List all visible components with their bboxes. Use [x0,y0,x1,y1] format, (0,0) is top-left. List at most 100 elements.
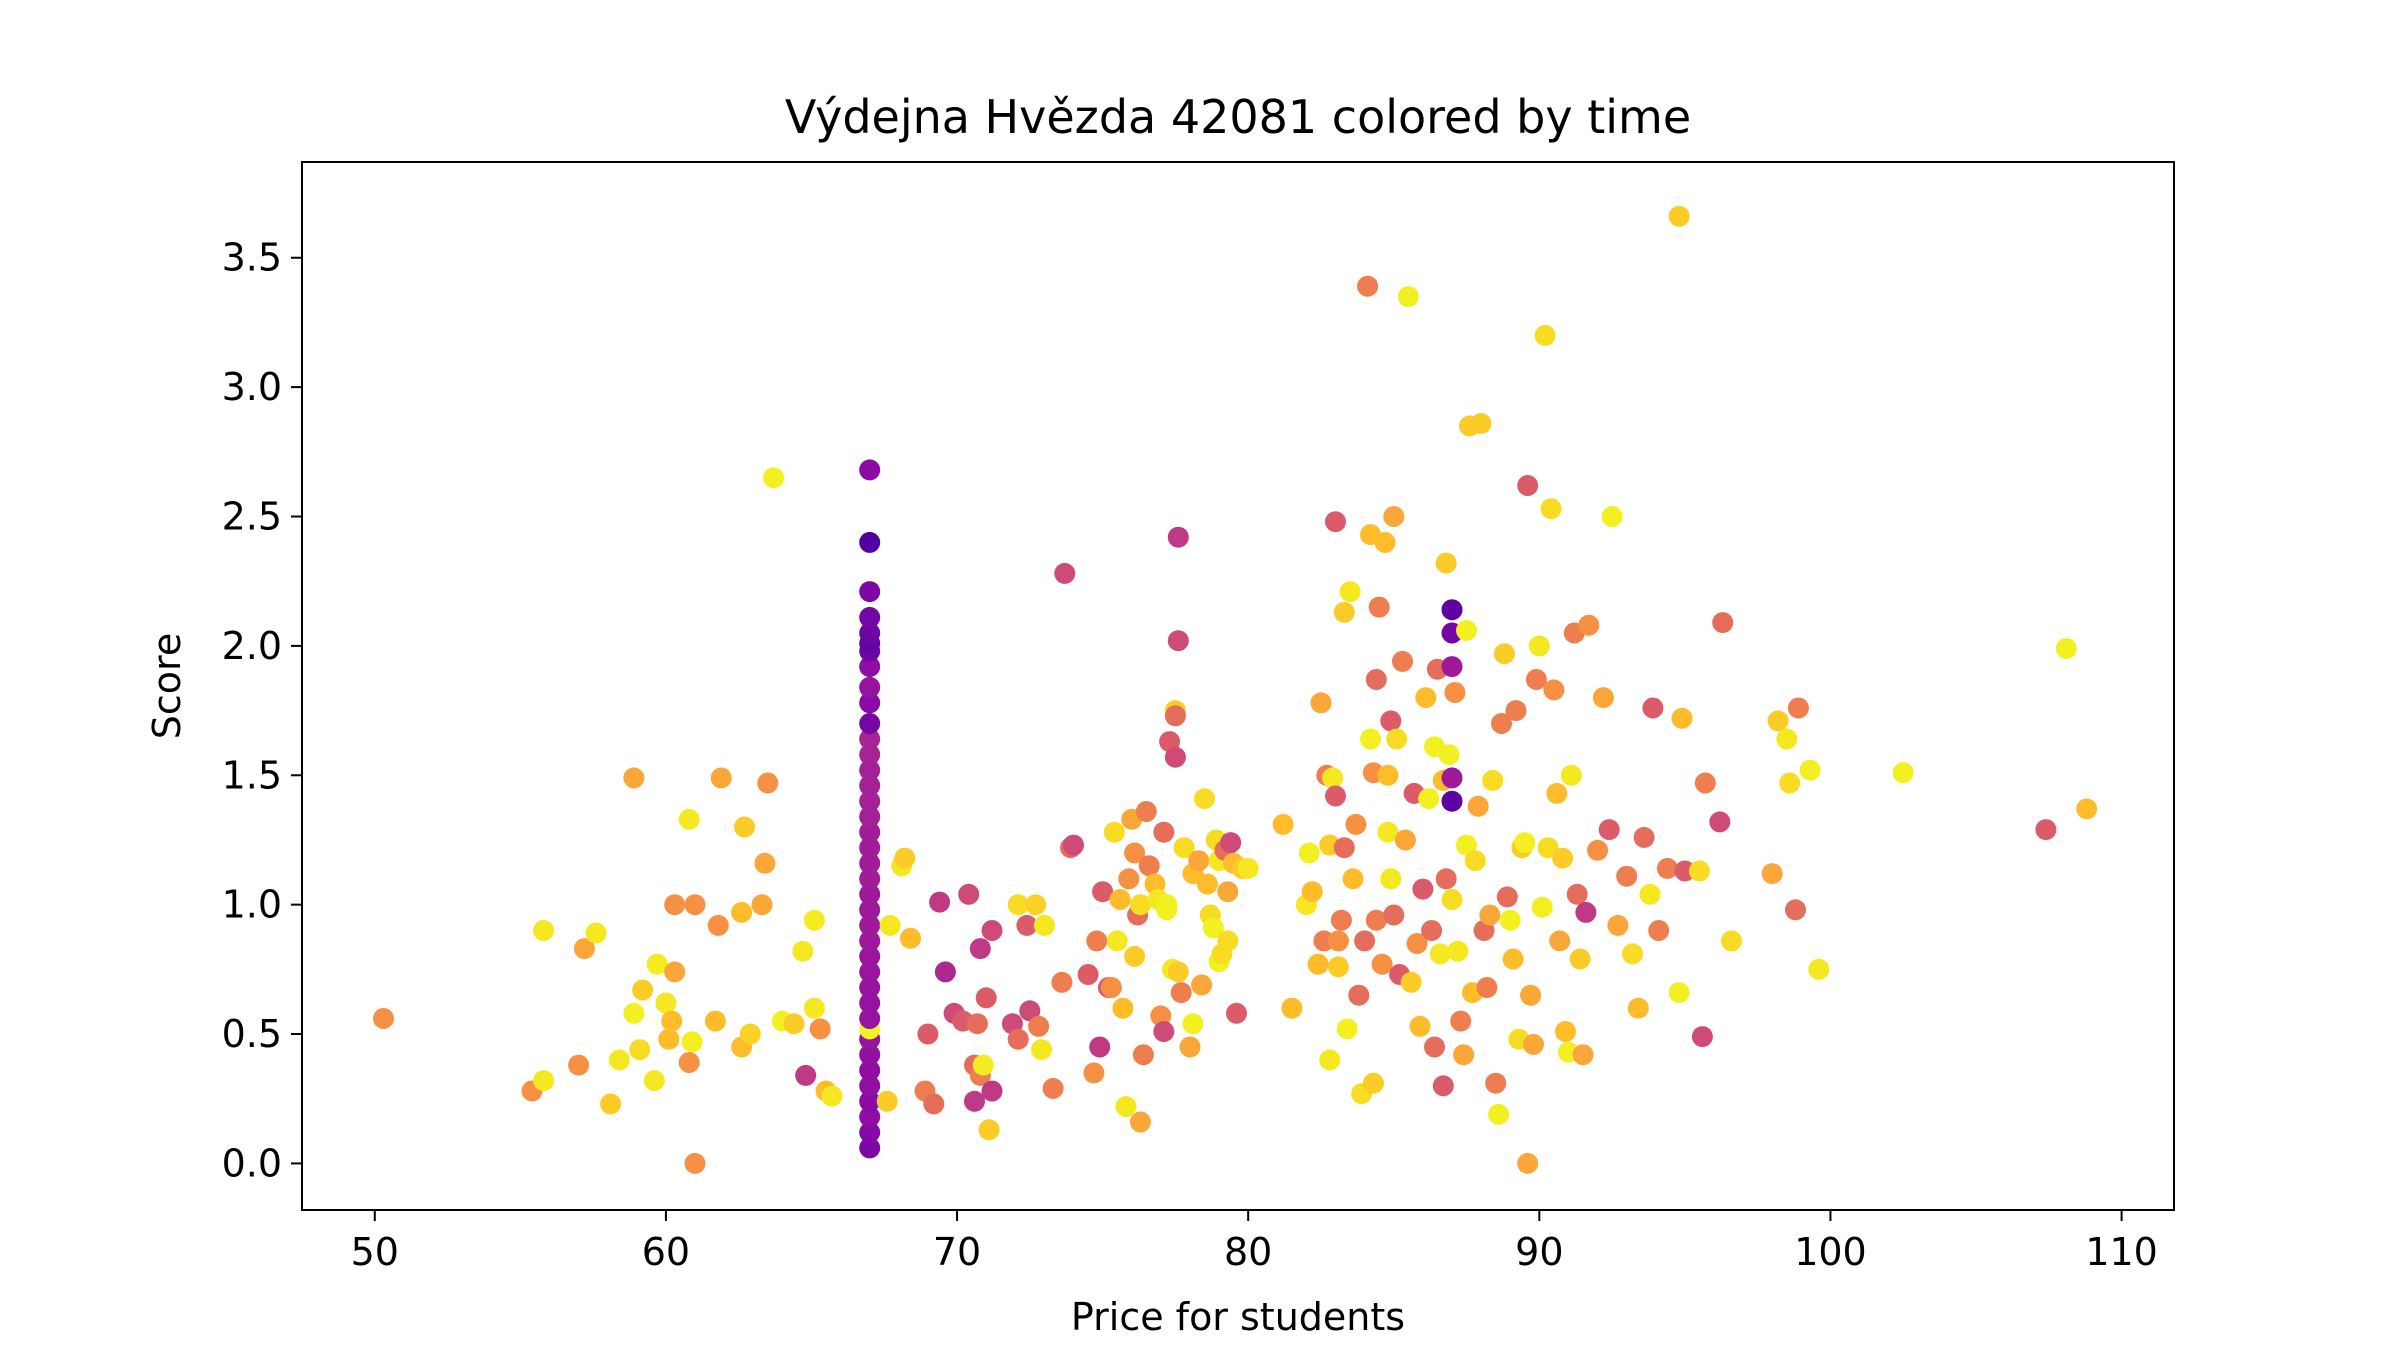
scatter-point [1182,1013,1204,1035]
scatter-point [859,930,881,952]
scatter-point [1051,971,1073,993]
scatter-point [1357,275,1379,297]
scatter-point [1112,997,1134,1019]
scatter-point [1569,948,1591,970]
scatter-point [1523,1033,1544,1055]
scatter-point [1496,886,1518,908]
scatter-point [1674,860,1696,882]
scatter-point [1534,324,1556,346]
scatter-point [2055,638,2077,659]
scatter-point [1616,865,1638,887]
scatter-point [1365,909,1387,931]
scatter-point [1441,889,1463,910]
scatter-point [783,1013,805,1035]
scatter-point [1502,948,1524,970]
scatter-point [655,992,677,1014]
scatter-point [1237,857,1259,879]
scatter-point [1656,857,1678,879]
scatter-point [1319,1049,1341,1071]
scatter-point [859,945,881,967]
scatter-point [1173,837,1195,859]
scatter-point [1578,614,1600,636]
scatter-point [894,847,916,869]
scatter-point [1371,953,1393,975]
plot-frame [301,161,2175,1211]
scatter-point [981,1080,1003,1102]
scatter-point [1549,930,1571,952]
scatter-point [1202,917,1224,939]
scatter-point [958,883,980,905]
scatter-point [1464,850,1486,872]
scatter-point [879,914,901,936]
scatter-point [859,1090,881,1112]
scatter-point [710,767,732,789]
scatter-point [2076,798,2098,820]
scatter-point [1540,498,1562,520]
scatter-point [859,821,881,843]
scatter-point [1135,801,1157,822]
scatter-point [731,901,753,923]
scatter-point [1546,782,1568,804]
scatter-point [1327,956,1349,978]
scatter-point [859,1008,881,1029]
scatter-point [1339,581,1361,603]
scatter-point [1709,811,1731,833]
scatter-point [1217,881,1239,903]
scatter-point [1639,883,1661,905]
scatter-point [1368,596,1390,618]
scatter-point [1217,930,1239,952]
scatter-point [1668,982,1690,1004]
scatter-point [859,1121,881,1143]
scatter-point [1345,813,1367,835]
scatter-point [900,927,921,949]
scatter-point [859,977,881,998]
scatter-point [1083,1062,1105,1084]
scatter-point [859,531,881,553]
scatter-point [859,806,881,828]
scatter-point [2035,819,2057,841]
x-tick-label: 110 [2085,1230,2158,1274]
scatter-point [1138,855,1160,877]
y-tick-label: 0.5 [222,1012,282,1056]
scatter-point [1025,894,1047,916]
scatter-point [1019,1000,1041,1022]
scatter-point [1330,909,1352,931]
scatter-point [1470,412,1492,434]
scatter-point [1086,930,1108,952]
scatter-point [1668,205,1690,227]
scatter-point [1042,1077,1064,1099]
scatter-point [1441,599,1463,621]
scatter-point [1354,930,1376,952]
scatter-point [704,1010,726,1032]
scatter-point [859,852,881,874]
scatter-point [1543,679,1565,701]
scatter-point [1627,997,1649,1019]
scatter-point [1694,772,1716,794]
scatter-point [1400,971,1422,993]
scatter-point [1301,881,1323,903]
scatter-point [1435,552,1457,574]
scatter-point [1386,728,1408,750]
scatter-point [1179,1036,1201,1058]
scatter-point [1016,914,1038,936]
scatter-point [533,1070,555,1092]
scatter-point [1377,764,1399,786]
scatter-point [859,775,881,797]
x-tick-label: 60 [642,1230,690,1274]
scatter-point [1167,526,1189,548]
scatter-point [803,997,825,1019]
scatter-point [1374,531,1396,553]
scatter-point [1325,511,1346,533]
scatter-point [1220,832,1242,854]
scatter-point [1587,839,1609,861]
scatter-point [1607,914,1629,936]
scatter-point [966,1013,988,1035]
scatter-point [1167,630,1189,652]
scatter-point [1441,790,1463,812]
scatter-point [1435,868,1457,890]
scatter-point [763,467,785,489]
scatter-point [600,1093,622,1115]
scatter-point [664,961,686,983]
scatter-point [1552,847,1574,869]
